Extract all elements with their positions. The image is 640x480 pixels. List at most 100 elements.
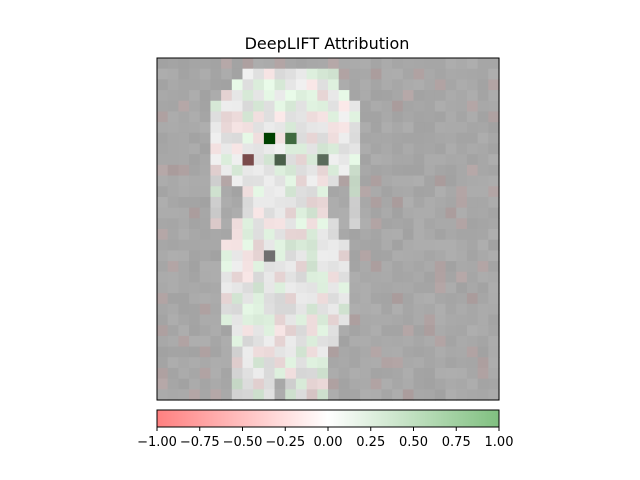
heatmap-cell [210,378,222,390]
heatmap-cell [360,58,372,70]
heatmap-cell [381,90,393,102]
heatmap-cell [381,175,393,187]
heatmap-cell [157,154,169,166]
heatmap-cell [231,389,244,401]
heatmap-cell [488,154,500,166]
heatmap-cell [295,122,308,134]
heatmap-cell [477,389,489,401]
heatmap-cell [231,154,244,166]
heatmap-cell [167,282,179,294]
heatmap-cell [306,261,318,273]
heatmap-cell [370,79,383,91]
heatmap-cell [360,271,372,284]
heatmap-cell [178,218,190,230]
heatmap-cell [360,154,372,166]
heatmap-cell [199,154,212,166]
heatmap-cell [402,132,415,145]
heatmap-cell [477,346,489,358]
heatmap-cell [317,196,329,209]
heatmap-cell [434,79,447,91]
heatmap-cell [178,271,190,284]
heatmap-cell [306,229,318,241]
heatmap-cell [242,132,254,145]
heatmap-cell [456,303,468,316]
heatmap-cell [221,378,233,390]
heatmap-cell [360,68,372,80]
heatmap-cell [253,239,265,251]
heatmap-cell [157,303,169,316]
heatmap-cell [477,79,489,91]
heatmap-cell [328,229,340,241]
heatmap-cell [167,90,179,102]
heatmap-cell [199,303,212,316]
heatmap-cell [360,261,372,273]
heatmap-cell [338,325,350,337]
heatmap-cell [434,303,447,316]
heatmap-cell [199,250,212,262]
heatmap-cell [274,143,286,155]
heatmap-cell [242,314,254,326]
heatmap-cell [477,229,489,241]
heatmap-cell [360,186,372,198]
heatmap-cell [370,389,383,401]
heatmap-cell [349,378,361,390]
heatmap-cell [178,282,190,294]
heatmap-cell [263,90,276,102]
heatmap-cell [231,100,244,113]
heatmap-cell [328,196,340,209]
heatmap-cell [242,143,254,155]
heatmap-cell [317,303,329,316]
heatmap-cell [466,68,479,80]
heatmap-cell [381,335,393,348]
heatmap-cell [402,229,415,241]
heatmap-cell [274,261,286,273]
heatmap-cell [370,229,383,241]
heatmap-cell [370,271,383,284]
heatmap-cell [434,389,447,401]
heatmap-cell [456,132,468,145]
heatmap-cell [231,314,244,326]
heatmap-cell [199,143,212,155]
heatmap-cell [434,282,447,294]
heatmap-cell [434,154,447,166]
heatmap-cell [370,143,383,155]
heatmap-cell [157,79,169,91]
heatmap-cell [381,293,393,305]
heatmap-cell [199,58,212,70]
heatmap-cell [424,164,436,177]
heatmap-cell [328,154,340,166]
heatmap-cell [392,357,404,369]
heatmap-cell [445,389,457,401]
heatmap-cell [370,261,383,273]
heatmap-cell [167,335,179,348]
heatmap-cell [360,207,372,219]
heatmap-cell [221,207,233,219]
heatmap-cell [231,186,244,198]
heatmap-cell [178,58,190,70]
heatmap-cell [445,58,457,70]
heatmap-cell [263,164,276,177]
heatmap-cell [360,111,372,123]
heatmap-cell [189,282,201,294]
heatmap-cell [424,293,436,305]
heatmap-cell [306,346,318,358]
heatmap-cell [189,357,201,369]
heatmap-cell [413,186,425,198]
heatmap-cell [253,68,265,80]
heatmap-cell [381,250,393,262]
heatmap-cell [221,68,233,80]
heatmap-cell [349,357,361,369]
heatmap-cell [434,367,447,380]
heatmap-cell [253,314,265,326]
heatmap-cell [445,186,457,198]
heatmap-cell [210,261,222,273]
heatmap-cell [413,100,425,113]
heatmap-cell [167,79,179,91]
heatmap-cell [424,132,436,145]
heatmap-cell [477,325,489,337]
heatmap-cell [456,239,468,251]
heatmap-cell [285,282,297,294]
heatmap-cell [221,271,233,284]
heatmap-cell [167,175,179,187]
heatmap-cell [178,293,190,305]
